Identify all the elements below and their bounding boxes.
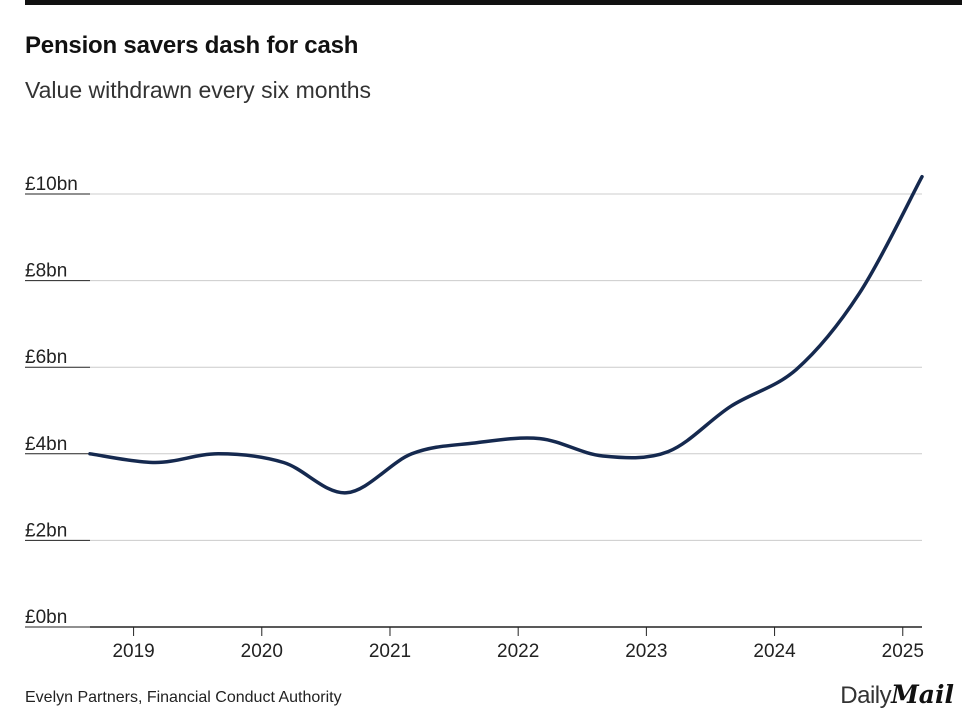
y-tick-label: £8bn: [25, 261, 67, 282]
top-rule: [25, 0, 962, 5]
x-tick-label: 2023: [625, 641, 667, 662]
chart-subtitle: Value withdrawn every six months: [25, 77, 371, 103]
chart-title: Pension savers dash for cash: [25, 32, 359, 59]
y-tick-label: £6bn: [25, 347, 67, 368]
x-tick-label: 2020: [241, 641, 283, 662]
x-tick-label: 2019: [112, 641, 154, 662]
y-tick-label: £0bn: [25, 607, 67, 628]
publisher-logo: DailyMail: [840, 680, 954, 710]
x-tick-label: 2024: [753, 641, 796, 662]
series-line: [88, 174, 924, 495]
y-tick-label: £2bn: [25, 520, 67, 541]
x-tick-label: 2025: [882, 641, 924, 662]
x-tick-label: 2021: [369, 641, 411, 662]
source-note: Evelyn Partners, Financial Conduct Autho…: [25, 689, 342, 706]
y-tick-label: £10bn: [25, 174, 78, 195]
logo-mail: Mail: [891, 680, 954, 709]
x-tick-label: 2022: [497, 641, 539, 662]
logo-daily: Daily: [840, 682, 892, 709]
y-tick-label: £4bn: [25, 434, 67, 455]
